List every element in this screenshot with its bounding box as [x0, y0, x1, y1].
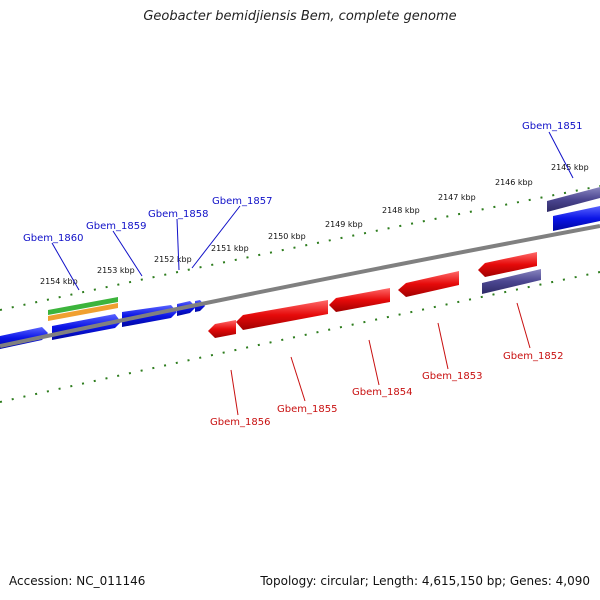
- green-track: [48, 297, 118, 315]
- orange-track: [48, 303, 118, 321]
- kbp-label: 2152 kbp: [154, 255, 192, 264]
- gene-label[interactable]: Gbem_1854: [352, 387, 412, 398]
- leader-line: [112, 230, 143, 277]
- rna-feature-bar[interactable]: [482, 269, 541, 294]
- outer-tick-ruler: [0, 185, 600, 311]
- gene-label[interactable]: Gbem_1858: [148, 209, 208, 220]
- gene-label[interactable]: Gbem_1860: [23, 233, 83, 244]
- map-title: Geobacter bemidjiensis Bem, complete gen…: [143, 9, 457, 24]
- gene-label[interactable]: Gbem_1857: [212, 196, 272, 207]
- forward-gene-arrow[interactable]: [553, 206, 600, 231]
- gene-label[interactable]: Gbem_1859: [86, 221, 146, 232]
- genome-summary-text: Topology: circular; Length: 4,615,150 bp…: [260, 574, 590, 588]
- leader-line: [176, 218, 180, 271]
- leader-line: [191, 205, 241, 269]
- leader-line: [290, 356, 306, 402]
- genome-backbone: [0, 224, 600, 348]
- gene-label[interactable]: Gbem_1852: [503, 351, 563, 362]
- kbp-label: 2154 kbp: [40, 277, 78, 286]
- gene-label[interactable]: Gbem_1855: [277, 404, 337, 415]
- kbp-label: 2153 kbp: [97, 266, 135, 275]
- reverse-gene-arrow[interactable]: [208, 320, 236, 338]
- kbp-label: 2147 kbp: [438, 193, 476, 202]
- reverse-gene-arrow[interactable]: [329, 288, 390, 312]
- inner-tick-ruler: [0, 271, 600, 403]
- leader-line: [368, 339, 380, 386]
- leader-line: [230, 369, 239, 416]
- leader-line: [548, 131, 574, 179]
- reverse-gene-arrow[interactable]: [236, 300, 328, 330]
- kbp-label: 2148 kbp: [382, 206, 420, 215]
- scale-labels: 2145 kbp 2146 kbp 2147 kbp 2148 kbp 2149…: [40, 163, 589, 286]
- leader-line: [51, 242, 80, 291]
- gene-label[interactable]: Gbem_1853: [422, 371, 482, 382]
- rna-feature-bar[interactable]: [547, 187, 600, 212]
- reverse-gene-arrow[interactable]: [478, 252, 537, 277]
- kbp-label: 2146 kbp: [495, 178, 533, 187]
- kbp-label: 2150 kbp: [268, 232, 306, 241]
- annotation-tracks: [48, 297, 118, 321]
- kbp-label: 2145 kbp: [551, 163, 589, 172]
- kbp-label: 2149 kbp: [325, 220, 363, 229]
- gene-label[interactable]: Gbem_1851: [522, 121, 582, 132]
- gene-label[interactable]: Gbem_1856: [210, 417, 270, 428]
- kbp-label: 2151 kbp: [211, 244, 249, 253]
- reverse-gene-arrow[interactable]: [398, 271, 459, 297]
- leader-line: [437, 322, 449, 370]
- accession-text: Accession: NC_011146: [9, 574, 146, 588]
- label-leaders: [51, 131, 574, 416]
- leader-line: [516, 302, 531, 349]
- gene-labels: Gbem_1851 Gbem_1857 Gbem_1858 Gbem_1859 …: [23, 121, 582, 428]
- reverse-genes: [208, 252, 541, 338]
